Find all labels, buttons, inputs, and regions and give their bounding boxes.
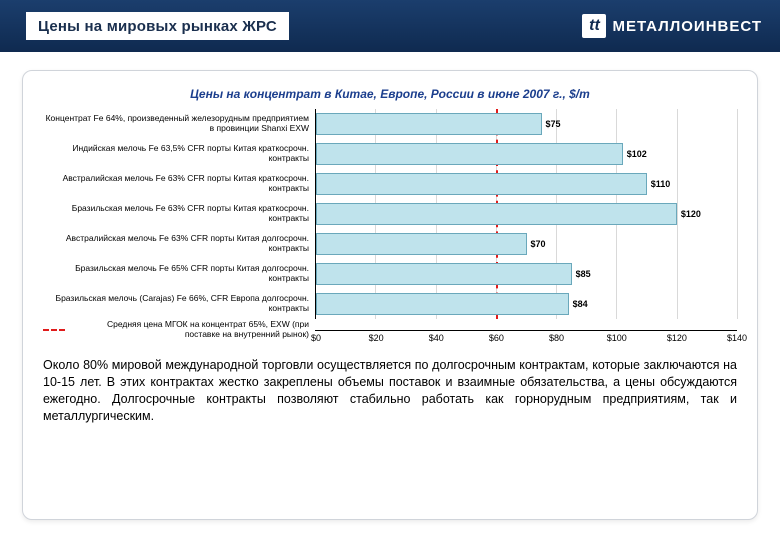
chart-row-label: Индийская мелочь Fe 63,5% CFR порты Кита… — [43, 144, 315, 164]
chart-row-label: Бразильская мелочь Fe 65% CFR порты Кита… — [43, 264, 315, 284]
dashed-line-icon — [43, 329, 65, 331]
chart-xtick: $100 — [607, 333, 627, 343]
chart-row-plot: $75 — [315, 109, 737, 139]
chart-row-plot: $85 — [315, 259, 737, 289]
chart-xtick: $120 — [667, 333, 687, 343]
chart-row-label: Австралийская мелочь Fe 63% CFR порты Ки… — [43, 234, 315, 254]
chart-bar-value: $85 — [576, 269, 591, 279]
chart-row-label: Австралийская мелочь Fe 63% CFR порты Ки… — [43, 174, 315, 194]
chart-xtick: $0 — [311, 333, 321, 343]
chart-row: Бразильская мелочь (Carajas) Fe 66%, CFR… — [43, 289, 737, 319]
chart-row: Концентрат Fe 64%, произведенный железор… — [43, 109, 737, 139]
brand-logo-icon: tt — [582, 14, 606, 38]
brand-name: МЕТАЛЛОИНВЕСТ — [612, 18, 762, 35]
chart-row: Бразильская мелочь Fe 65% CFR порты Кита… — [43, 259, 737, 289]
chart-bar — [316, 113, 542, 135]
chart-xtick: $40 — [429, 333, 444, 343]
chart-x-axis: $0$20$40$60$80$100$120$140 — [315, 330, 737, 331]
chart-bar-value: $75 — [546, 119, 561, 129]
chart-footnote-row: Средняя цена МГОК на концентрат 65%, EXW… — [43, 319, 737, 341]
chart-bar-value: $102 — [627, 149, 647, 159]
chart-xtick: $20 — [369, 333, 384, 343]
chart-bar-value: $84 — [573, 299, 588, 309]
chart-xtick: $80 — [549, 333, 564, 343]
body-paragraph: Около 80% мировой международной торговли… — [43, 357, 737, 425]
page-title-chip: Цены на мировых рынках ЖРС — [26, 12, 289, 40]
chart-bar — [316, 293, 569, 315]
brand: tt МЕТАЛЛОИНВЕСТ — [582, 14, 762, 38]
chart-row-plot: $110 — [315, 169, 737, 199]
chart-row-plot: $70 — [315, 229, 737, 259]
chart-row-plot: $102 — [315, 139, 737, 169]
chart-bar-value: $70 — [531, 239, 546, 249]
chart-row-label: Бразильская мелочь Fe 63% CFR порты Кита… — [43, 204, 315, 224]
chart-bar-value: $120 — [681, 209, 701, 219]
chart-row-plot: $120 — [315, 199, 737, 229]
chart-bar — [316, 143, 623, 165]
page-title: Цены на мировых рынках ЖРС — [38, 18, 277, 35]
chart-gridline — [737, 109, 738, 319]
chart-row: Австралийская мелочь Fe 63% CFR порты Ки… — [43, 169, 737, 199]
chart-row: Австралийская мелочь Fe 63% CFR порты Ки… — [43, 229, 737, 259]
chart-row-label: Бразильская мелочь (Carajas) Fe 66%, CFR… — [43, 294, 315, 314]
chart-row: Индийская мелочь Fe 63,5% CFR порты Кита… — [43, 139, 737, 169]
chart-bar — [316, 173, 647, 195]
header-bar: Цены на мировых рынках ЖРС tt МЕТАЛЛОИНВ… — [0, 0, 780, 52]
chart-footnote-text: Средняя цена МГОК на концентрат 65%, EXW… — [73, 320, 315, 340]
chart-bar — [316, 233, 527, 255]
chart-title: Цены на концентрат в Китае, Европе, Росс… — [43, 87, 737, 101]
chart-row-plot: $84 — [315, 289, 737, 319]
chart-row: Бразильская мелочь Fe 63% CFR порты Кита… — [43, 199, 737, 229]
chart-bar — [316, 203, 677, 225]
chart-xtick: $140 — [727, 333, 747, 343]
chart-bar-value: $110 — [651, 179, 671, 189]
chart-bar — [316, 263, 572, 285]
price-chart: Концентрат Fe 64%, произведенный железор… — [43, 109, 737, 341]
chart-row-label: Концентрат Fe 64%, произведенный железор… — [43, 114, 315, 134]
chart-xtick: $60 — [489, 333, 504, 343]
content-panel: Цены на концентрат в Китае, Европе, Росс… — [22, 70, 758, 520]
